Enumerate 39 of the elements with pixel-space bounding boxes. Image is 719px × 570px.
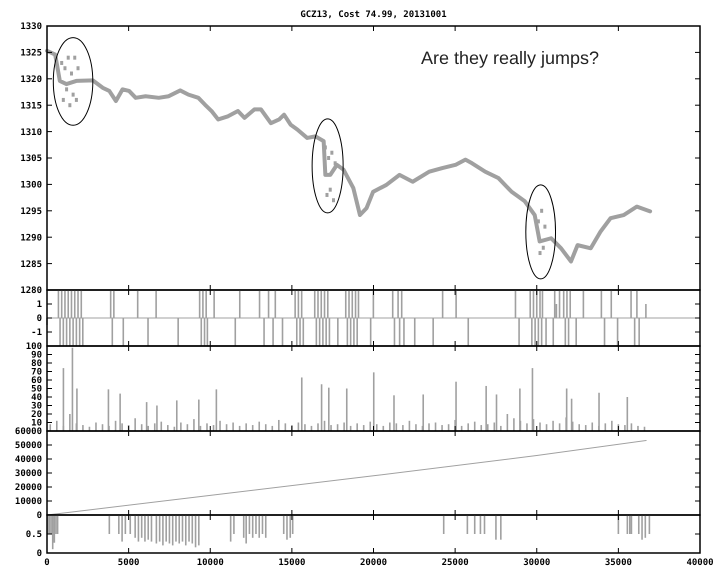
x-tick-label: 5000 [118, 558, 140, 568]
y-tick-label: 1290 [20, 233, 42, 244]
y-tick-label: 50000 [14, 441, 42, 452]
y-tick-label: 20 [31, 410, 42, 420]
y-tick-label: 1295 [20, 206, 42, 217]
y-tick-label: 1320 [20, 74, 42, 85]
x-tick-label: 30000 [523, 558, 550, 568]
y-tick-label: 60000 [14, 427, 42, 438]
x-tick-label: 35000 [604, 558, 632, 568]
y-tick-label: 1280 [20, 286, 42, 296]
x-tick-label: 25000 [442, 558, 469, 568]
y-tick-label: 10 [31, 418, 42, 429]
y-tick-label: 1310 [20, 128, 42, 138]
y-tick-label: 1315 [20, 101, 42, 112]
chart-title: GCZ13, Cost 74.99, 20131001 [300, 10, 447, 20]
y-tick-label: 0 [36, 511, 42, 522]
x-tick-label: 0 [44, 558, 50, 568]
y-tick-label: 60 [31, 376, 42, 386]
y-tick-label: 40000 [14, 455, 42, 466]
y-tick-label: 0.5 [26, 530, 42, 540]
y-tick-label: 1305 [20, 154, 42, 164]
annotation: Are they really jumps? [420, 48, 600, 68]
y-tick-label: 80 [31, 359, 42, 370]
x-tick-label: 40000 [686, 558, 714, 568]
x-tick-label: 10000 [196, 558, 224, 568]
y-tick-label: 20000 [14, 483, 42, 494]
y-tick-label: -1 [31, 328, 42, 338]
y-tick-label: 0 [36, 314, 42, 324]
y-tick-label: 0 [36, 549, 42, 560]
x-tick-label: 20000 [360, 558, 388, 568]
y-tick-label: 1330 [20, 22, 42, 32]
y-tick-label: 30000 [14, 469, 42, 480]
y-tick-label: 1285 [20, 260, 42, 270]
y-tick-label: 1300 [20, 180, 42, 191]
y-tick-label: 50 [31, 384, 42, 395]
y-tick-label: 10000 [14, 497, 42, 508]
x-tick-label: 15000 [278, 558, 306, 568]
y-tick-label: 1 [36, 300, 42, 310]
y-tick-label: 1325 [20, 48, 42, 59]
